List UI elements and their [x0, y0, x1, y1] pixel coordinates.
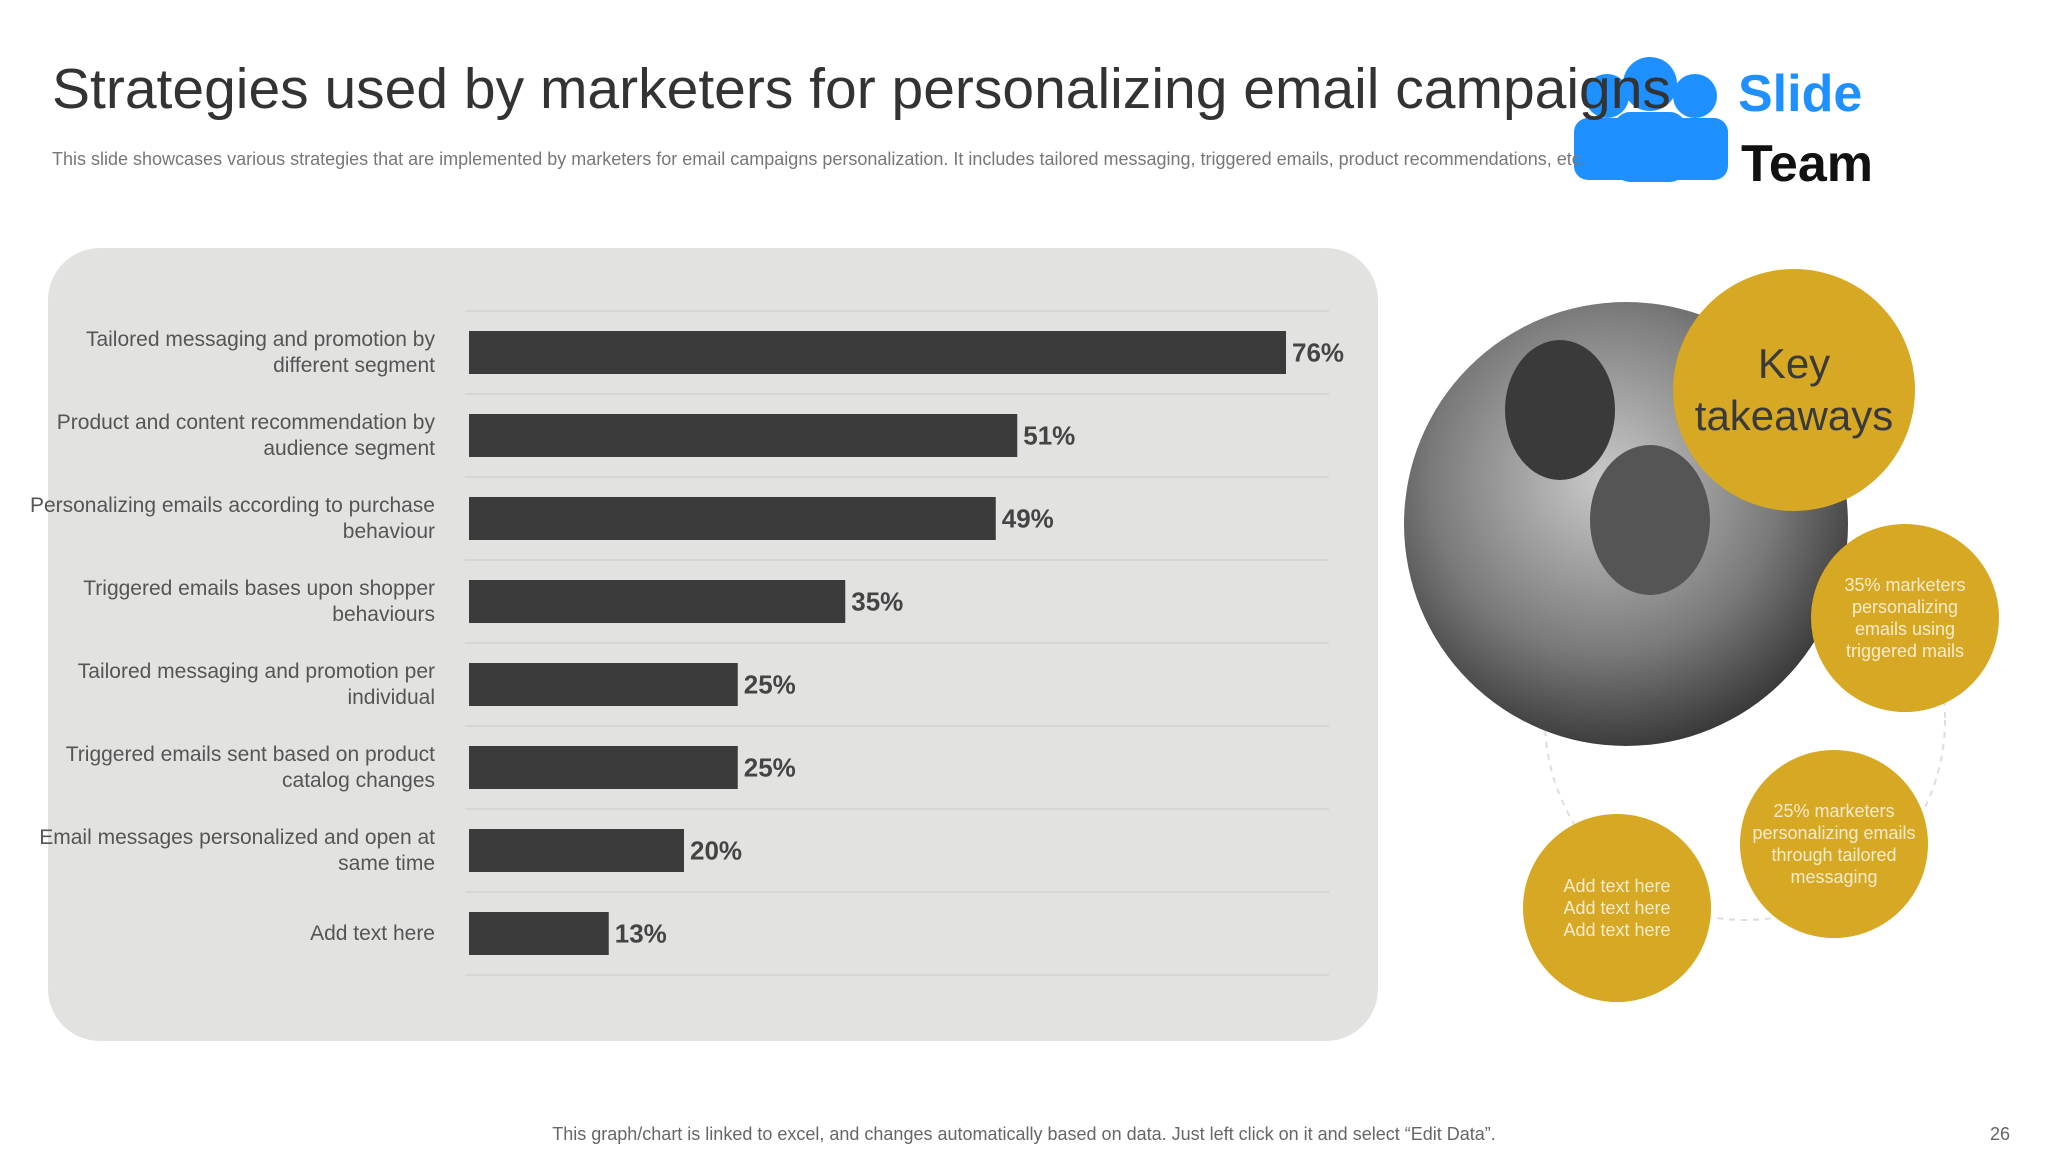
takeaways-title: Key takeaways	[1694, 340, 1894, 439]
value-label: 25%	[743, 752, 796, 782]
logo-icon	[1574, 57, 1728, 182]
subtitle: This slide showcases various strategies …	[52, 149, 1586, 169]
value-label: 49%	[1001, 503, 1054, 533]
value-label: 13%	[614, 918, 667, 948]
logo-text: Slide	[1738, 65, 1863, 123]
bubble	[1523, 814, 1711, 1002]
footer: This graph/chart is linked to excel, and…	[552, 1124, 1496, 1144]
page-number: 26	[1990, 1124, 2011, 1144]
bar	[469, 580, 846, 623]
category-label: Personalizing emails according to purcha…	[29, 493, 435, 543]
photo-figure	[1590, 445, 1710, 595]
takeaway-text: 35% marketers personalizing emails using…	[1844, 575, 1966, 661]
value-label: 20%	[690, 835, 743, 865]
bubble	[1673, 269, 1915, 511]
bar	[469, 663, 738, 706]
category-label: Tailored messaging and promotion by diff…	[85, 327, 435, 377]
category-label: Email messages personalized and open at …	[39, 825, 435, 875]
category-label: Tailored messaging and promotion per ind…	[77, 659, 435, 709]
title: Strategies used by marketers for persona…	[52, 57, 1671, 121]
takeaway-text: 25% marketers personalizing emails throu…	[1752, 801, 1916, 887]
category-label: Product and content recommendation by au…	[56, 410, 435, 460]
bar	[469, 912, 609, 955]
takeaway-text: Add text here Add text here Add text her…	[1563, 876, 1671, 940]
bar	[469, 331, 1286, 374]
value-label: 51%	[1023, 420, 1076, 450]
value-label: 25%	[743, 669, 796, 699]
category-label: Triggered emails sent based on product c…	[65, 742, 435, 792]
logo-text: Team	[1741, 135, 1873, 193]
bubble	[1811, 524, 1999, 712]
photo-figure	[1505, 340, 1615, 480]
category-label: Triggered emails bases upon shopper beha…	[83, 576, 435, 626]
bar	[469, 746, 738, 789]
value-label: 76%	[1292, 337, 1345, 367]
bar	[469, 497, 996, 540]
bar	[469, 829, 684, 872]
bubble	[1740, 750, 1928, 938]
value-label: 35%	[851, 586, 904, 616]
category-label: Add text here	[310, 921, 435, 945]
bar	[469, 414, 1018, 457]
chart-panel	[48, 248, 1378, 1041]
